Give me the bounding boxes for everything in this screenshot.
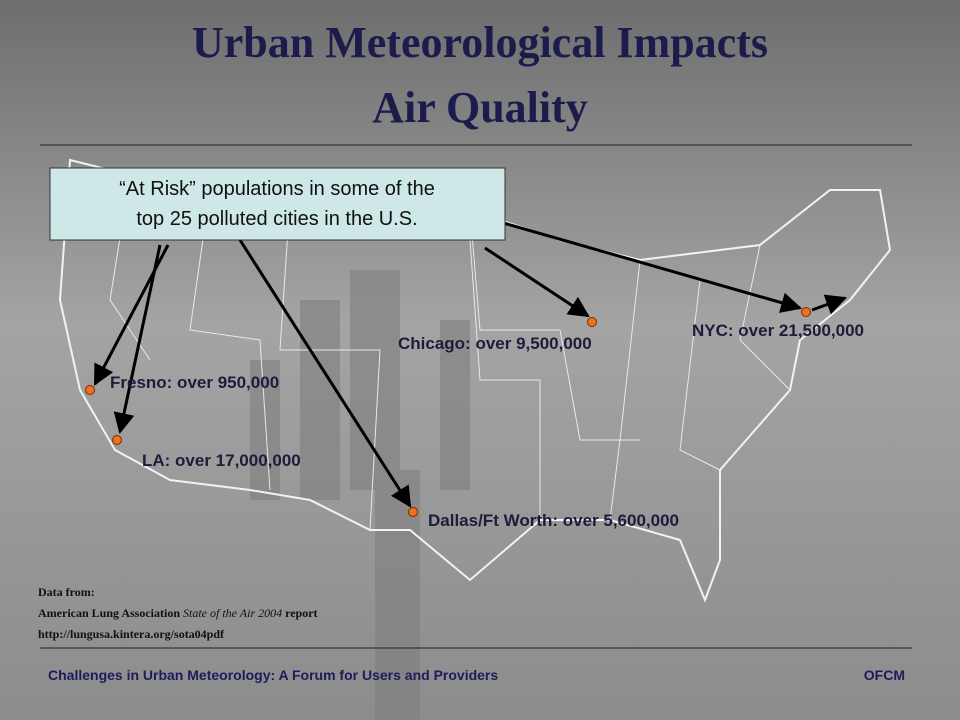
- footer-text: OFCM: [864, 667, 905, 683]
- source-title: State of the Air 2004: [183, 606, 282, 620]
- source-text: American Lung Association State of the A…: [38, 606, 318, 620]
- source-text: Data from:: [38, 585, 95, 599]
- arrows: [93, 220, 847, 508]
- footer-text: Challenges in Urban Meteorology: A Forum…: [48, 667, 498, 683]
- callout-box: [49, 167, 506, 241]
- city-label: LA: over 17,000,000: [142, 451, 301, 470]
- city-label: Fresno: over 950,000: [110, 373, 279, 392]
- state-borders: [109, 174, 791, 531]
- city-label: NYC: over 21,500,000: [692, 321, 864, 340]
- title: Urban Meteorological Impacts: [192, 18, 768, 67]
- city-label: Dallas/Ft Worth: over 5,600,000: [428, 511, 679, 530]
- source-url: http://lungusa.kintera.org/sota04pdf: [38, 627, 225, 641]
- callout-text: “At Risk” populations in some of the: [119, 178, 435, 200]
- title: Air Quality: [372, 83, 588, 132]
- city-dots: [85, 307, 811, 517]
- callout-text: top 25 polluted cities in the U.S.: [136, 208, 417, 230]
- city-label: Chicago: over 9,500,000: [398, 334, 592, 353]
- source-text: report: [285, 606, 317, 620]
- source-text: American Lung Association: [38, 606, 180, 620]
